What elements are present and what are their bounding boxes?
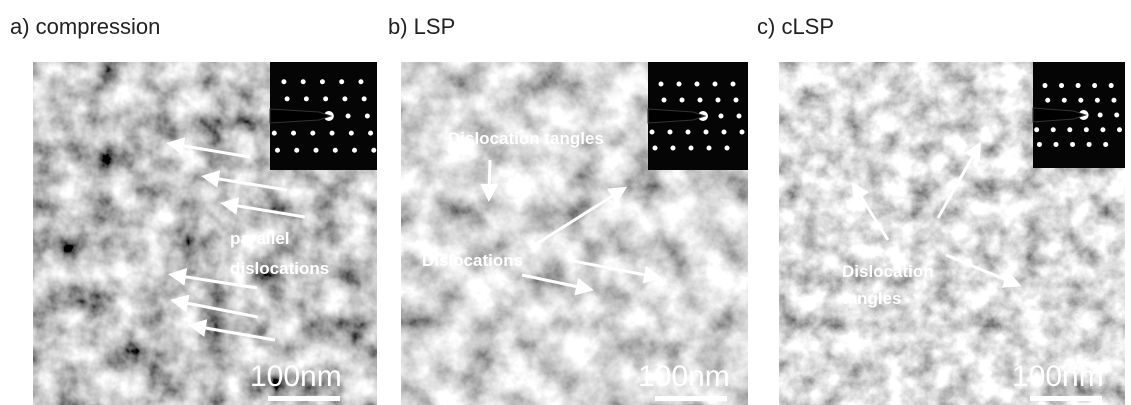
diffraction-spot	[368, 131, 373, 136]
scale-bar	[268, 396, 340, 401]
diffraction-spot	[320, 79, 325, 84]
body: a) compression b) LSP c) cLSP parallel d…	[0, 0, 1131, 405]
diffraction-spot	[1111, 98, 1116, 103]
panel-label: a) compression	[10, 14, 160, 39]
panel-label: b) LSP	[388, 14, 455, 39]
diffraction-spot	[671, 146, 676, 151]
diffraction-spot	[281, 79, 286, 84]
diffraction-spot	[1114, 113, 1119, 118]
diffraction-spot	[725, 146, 730, 151]
diffraction-spot	[330, 131, 335, 136]
diffraction-spot	[731, 82, 736, 87]
diffraction-spot	[301, 79, 306, 84]
annotation: parallel	[230, 229, 290, 248]
diffraction-spot	[352, 148, 357, 153]
panel-label: c) cLSP	[757, 14, 834, 39]
diffraction-spot	[659, 82, 664, 87]
diffraction-spot	[275, 148, 280, 153]
scale-bar	[1030, 396, 1102, 401]
diffraction-spot	[310, 131, 315, 136]
diffraction-spot	[1078, 98, 1083, 103]
diffraction-spot	[291, 131, 296, 136]
diffraction-spot	[349, 131, 354, 136]
annotation: Dislocation	[842, 262, 934, 281]
diffraction-spot	[704, 130, 709, 135]
diffraction-spot	[314, 148, 319, 153]
scale-bar-label: 100nm	[250, 360, 342, 393]
page: {"panels": [ {"label": "a) compression",…	[0, 0, 1131, 405]
diffraction-spot	[1045, 98, 1050, 103]
diffraction-spot	[371, 148, 376, 153]
diffraction-spot	[362, 96, 367, 101]
diffraction-spot	[686, 130, 691, 135]
diffraction-spot	[365, 114, 370, 119]
diffraction-spot	[1042, 83, 1047, 88]
diffraction-spot	[1054, 142, 1059, 147]
diffraction-spot	[1109, 83, 1114, 88]
diffraction-spot	[650, 130, 655, 135]
annotation: Dislocations	[422, 251, 523, 270]
diffraction-spot	[698, 98, 703, 103]
diffraction-spot	[1098, 113, 1103, 118]
diffraction-spot	[1100, 127, 1105, 132]
diffraction-spot	[1087, 142, 1092, 147]
diffraction-spot	[1084, 127, 1089, 132]
diffraction-spot	[716, 98, 721, 103]
diffraction-spot	[294, 148, 299, 153]
diffraction-spot	[707, 146, 712, 151]
diffraction-spot	[1034, 127, 1039, 132]
diffraction-spot	[1117, 127, 1122, 132]
annotation: tangles	[842, 289, 902, 308]
scale-bar-label: 100nm	[1012, 360, 1104, 393]
diffraction-spot	[1092, 83, 1097, 88]
diffraction-spot	[1059, 83, 1064, 88]
diffraction-spot	[662, 98, 667, 103]
diffraction-spot	[304, 96, 309, 101]
diffraction-spot	[358, 79, 363, 84]
diffraction-spot	[1051, 127, 1056, 132]
diffraction-spot	[333, 148, 338, 153]
diffraction-spot	[1095, 98, 1100, 103]
diffraction-spot	[1062, 98, 1067, 103]
diffraction-spot	[689, 146, 694, 151]
diffraction-spot	[680, 98, 685, 103]
figure: a) compression b) LSP c) cLSP parallel d…	[0, 0, 1131, 405]
diffraction-spot	[342, 96, 347, 101]
diffraction-spot	[285, 96, 290, 101]
diffraction-spot	[1067, 127, 1072, 132]
diffraction-spot	[734, 98, 739, 103]
diffraction-spot	[713, 82, 718, 87]
annotation: dislocations	[230, 259, 329, 278]
diffraction-spot	[695, 82, 700, 87]
diffraction-spot	[719, 114, 724, 119]
diffraction-spot	[740, 130, 745, 135]
annotation: Dislocation tangles	[448, 129, 604, 148]
diffraction-spot	[653, 146, 658, 151]
diffraction-spot	[722, 130, 727, 135]
diffraction-spot	[1070, 142, 1075, 147]
diffraction-spot	[737, 114, 742, 119]
diffraction-spot	[1103, 142, 1108, 147]
scale-bar-label: 100nm	[638, 360, 730, 393]
diffraction-spot	[1037, 142, 1042, 147]
diffraction-spot	[272, 131, 277, 136]
scale-bar	[655, 396, 727, 401]
diffraction-spot	[346, 114, 351, 119]
diffraction-spot	[323, 96, 328, 101]
arrow	[489, 160, 490, 196]
diffraction-spot	[668, 130, 673, 135]
diffraction-spot	[339, 79, 344, 84]
diffraction-spot	[1076, 83, 1081, 88]
diffraction-spot	[677, 82, 682, 87]
